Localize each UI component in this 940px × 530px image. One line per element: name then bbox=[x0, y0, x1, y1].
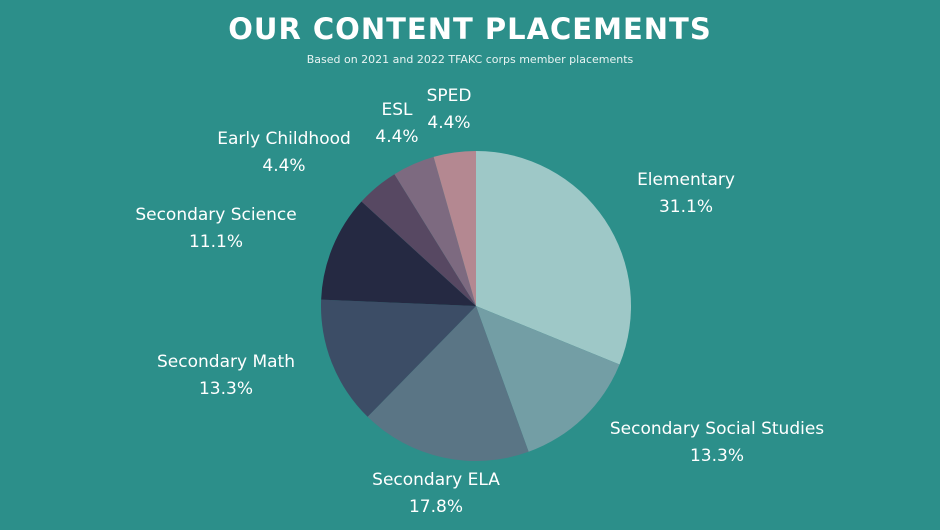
pie-slice-secondary-science bbox=[321, 201, 476, 306]
pie-slice-elementary bbox=[476, 151, 632, 365]
pie-labels: Elementary 31.1% Secondary Social Studies 1… bbox=[135, 86, 824, 517]
slice-value-early-childhood: 4.4% bbox=[262, 156, 305, 176]
slice-value-elementary: 31.1% bbox=[659, 197, 713, 217]
slice-label-sped: SPED bbox=[427, 86, 472, 106]
slice-label-secondary-math: Secondary Math bbox=[157, 352, 295, 372]
page-title: OUR CONTENT PLACEMENTS bbox=[228, 12, 712, 46]
slice-label-esl: ESL bbox=[381, 100, 413, 120]
pie-slice-sped bbox=[433, 151, 476, 306]
slice-label-early-childhood: Early Childhood bbox=[217, 129, 351, 149]
pie-slice-esl bbox=[394, 156, 476, 306]
pie-slices bbox=[321, 151, 632, 462]
slice-value-secondary-science: 11.1% bbox=[189, 232, 243, 252]
slice-label-secondary-social-studies: Secondary Social Studies bbox=[610, 419, 824, 439]
pie-slice-early-childhood bbox=[361, 174, 476, 306]
slice-value-esl: 4.4% bbox=[375, 127, 418, 147]
pie-slice-secondary-ela bbox=[367, 306, 529, 462]
slice-label-secondary-science: Secondary Science bbox=[135, 205, 296, 225]
slice-value-sped: 4.4% bbox=[427, 113, 470, 133]
pie-slice-secondary-math bbox=[321, 299, 476, 417]
slice-value-secondary-math: 13.3% bbox=[199, 379, 253, 399]
page-subtitle: Based on 2021 and 2022 TFAKC corps membe… bbox=[306, 53, 634, 66]
slice-label-secondary-ela: Secondary ELA bbox=[372, 470, 500, 490]
pie-slice-secondary-social-studies bbox=[476, 306, 620, 452]
slice-label-elementary: Elementary bbox=[637, 170, 735, 190]
slice-value-secondary-ela: 17.8% bbox=[409, 497, 463, 517]
slice-value-secondary-social-studies: 13.3% bbox=[690, 446, 744, 466]
